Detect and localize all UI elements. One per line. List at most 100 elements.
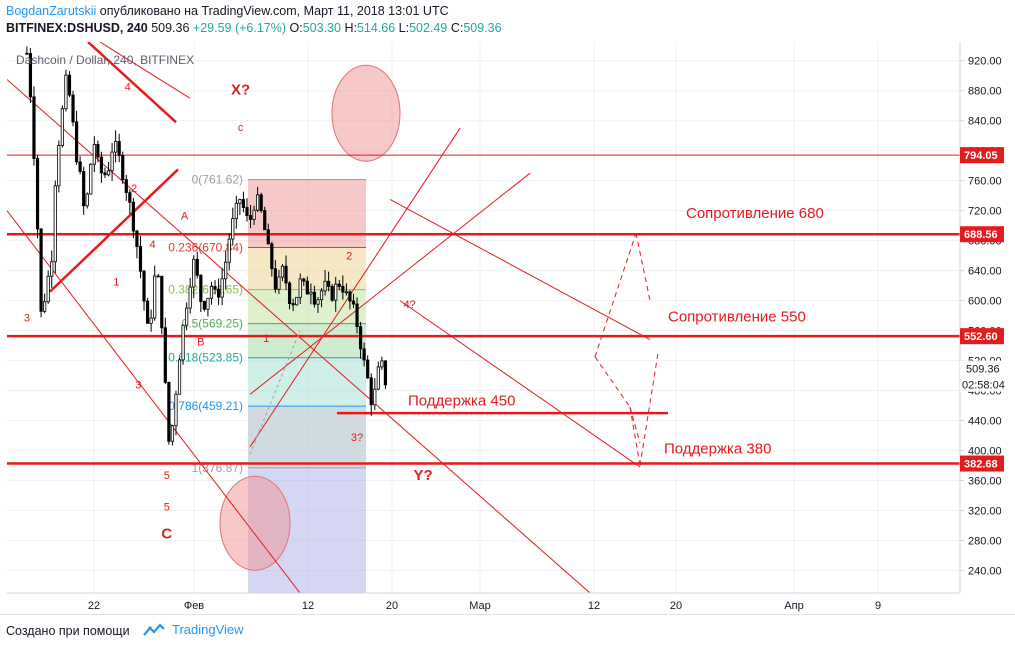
candle-body xyxy=(298,278,302,298)
candle-body xyxy=(284,265,288,284)
candle-body xyxy=(71,94,75,123)
fib-level-label: 0.236(670.84) xyxy=(168,241,243,255)
candle-body xyxy=(50,261,54,277)
candle-body xyxy=(330,286,334,301)
wave-label: 1 xyxy=(263,333,269,345)
candle-body xyxy=(362,348,366,361)
footer: Создано при помощи TradingView xyxy=(0,614,1015,650)
wave-label: C xyxy=(161,525,172,542)
time-tick-label: Апр xyxy=(784,600,803,612)
candle-body xyxy=(383,360,388,386)
candle-body xyxy=(248,215,253,220)
candle-body xyxy=(156,275,160,278)
candle-body xyxy=(309,291,313,295)
time-tick-label: Мар xyxy=(469,600,491,612)
price-badge-label: 688.56 xyxy=(964,229,998,241)
time-tick-label: 9 xyxy=(875,600,881,612)
current-price-label: 509.36 xyxy=(966,364,1000,376)
b-projection-line xyxy=(249,330,301,455)
candle-body xyxy=(259,194,263,211)
candle-body xyxy=(316,299,320,305)
candle-body xyxy=(96,143,100,158)
candle-body xyxy=(142,270,146,302)
candle-body xyxy=(220,278,224,298)
candle-body xyxy=(206,297,210,310)
candle-body xyxy=(121,155,125,181)
wave-x-circle xyxy=(331,64,401,162)
price-change: +29.59 (+6.17%) xyxy=(192,21,287,35)
candle-body xyxy=(337,283,341,287)
candle-body xyxy=(138,246,143,272)
candle-body xyxy=(376,366,380,390)
candle-body xyxy=(277,276,281,290)
fib-zone xyxy=(248,323,366,358)
price-chart[interactable]: 0(761.62) 0.236(670.84) 0.382(614.65) 0.5(5… xyxy=(0,42,1015,614)
price-tick-label: 320.00 xyxy=(968,506,1002,518)
fib-zone-extension xyxy=(248,406,366,468)
projection-line xyxy=(594,233,637,358)
candle-body xyxy=(188,286,192,309)
candle-body xyxy=(185,307,189,326)
wave-label: 4? xyxy=(403,299,415,311)
candle-body xyxy=(181,324,185,361)
candle-body xyxy=(128,192,132,203)
tradingview-link[interactable]: TradingView xyxy=(142,622,244,637)
last-price: 509.36 xyxy=(151,21,190,35)
candle-body xyxy=(263,210,267,231)
candle-body xyxy=(245,207,249,216)
candle-body xyxy=(323,280,327,292)
candle-body xyxy=(348,291,352,302)
candle-body xyxy=(280,265,285,278)
price-tick-label: 440.00 xyxy=(968,416,1002,428)
wave-label: 4 xyxy=(125,82,131,94)
price-tick-label: 840.00 xyxy=(968,116,1002,128)
level-line xyxy=(87,42,177,124)
price-tick-label: 400.00 xyxy=(968,446,1002,458)
candle-body xyxy=(195,258,199,276)
fib-level-label: 0.618(523.85) xyxy=(168,351,243,365)
price-tick-label: 600.00 xyxy=(968,296,1002,308)
author-link[interactable]: BogdanZarutskii xyxy=(6,4,97,18)
wave-label: Y? xyxy=(413,467,432,484)
wave-label: 4 xyxy=(149,239,155,251)
wave-label: 2 xyxy=(346,250,352,262)
candle-body xyxy=(241,199,246,208)
candle-body xyxy=(216,288,221,298)
candle-body xyxy=(327,280,331,287)
symbol-name: BITFINEX:DSHUSD, 240 xyxy=(6,21,148,35)
candle-body xyxy=(192,258,196,288)
wave-label: c xyxy=(238,122,244,134)
candle-body xyxy=(305,280,309,295)
chart-title: Dashcoin / Dollar, 240, BITFINEX xyxy=(16,53,194,67)
candle-body xyxy=(202,301,206,310)
candle-body xyxy=(270,243,274,270)
candle-body xyxy=(106,170,111,176)
tradingview-brand: TradingView xyxy=(172,622,244,637)
candle-body xyxy=(131,201,135,232)
open-value: 503.30 xyxy=(302,21,341,35)
candle-body xyxy=(32,96,36,159)
candle-body xyxy=(302,278,306,282)
projection-line xyxy=(594,356,631,408)
candle-body xyxy=(117,141,121,156)
candle-body xyxy=(92,143,96,165)
price-axis: 240.00280.00320.00360.00400.00440.00480.… xyxy=(960,56,1005,578)
candle-body xyxy=(25,52,29,55)
candle-body xyxy=(341,286,345,293)
chart-header: BogdanZarutskii опубликовано на TradingV… xyxy=(0,0,1015,42)
current-price-badge xyxy=(960,360,1004,392)
candle-body xyxy=(39,228,43,312)
price-tick-label: 720.00 xyxy=(968,206,1002,218)
time-tick-label: 20 xyxy=(386,600,398,612)
fib-level-label: 0.5(569.25) xyxy=(182,317,243,331)
ohlc-values: O:503.30 H:514.66 L:502.49 C:509.36 xyxy=(289,21,502,35)
wave-label: A xyxy=(181,211,189,223)
trend-line xyxy=(99,42,191,99)
candle-body xyxy=(291,303,295,306)
low-value: 502.49 xyxy=(409,21,448,35)
candle-body xyxy=(273,268,277,290)
candle-body xyxy=(199,274,203,302)
made-with-text: Создано при помощи xyxy=(6,624,130,638)
candle-body xyxy=(74,121,79,163)
candles xyxy=(25,46,388,446)
